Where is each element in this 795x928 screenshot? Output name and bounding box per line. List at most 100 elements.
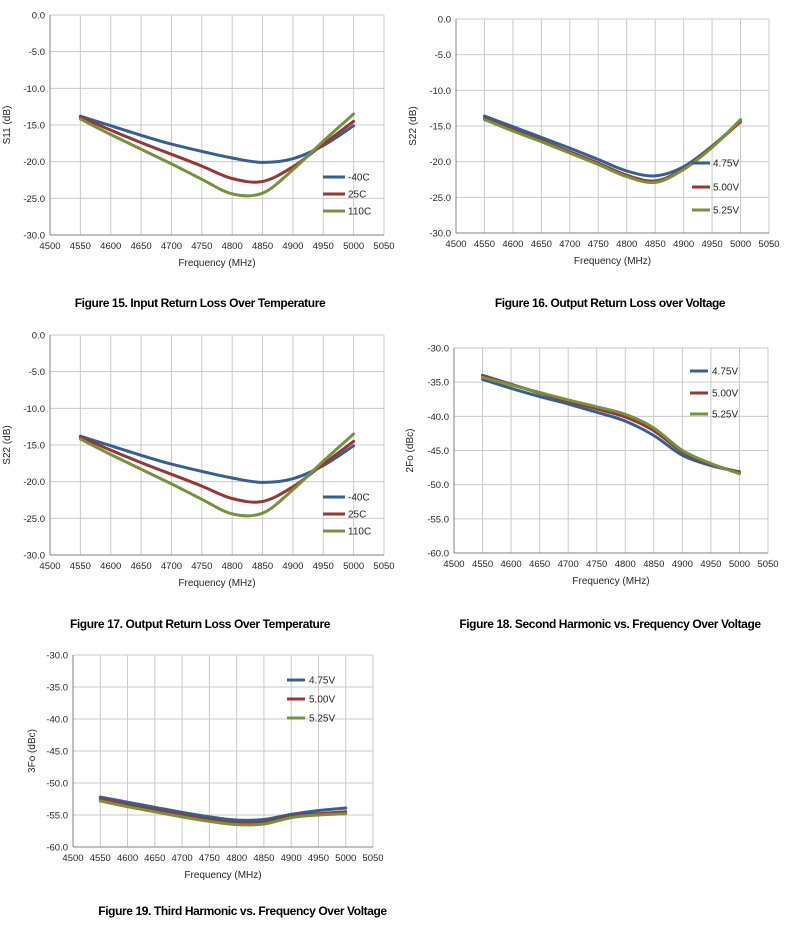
y-tick-label: -45.0 (46, 747, 68, 758)
x-tick-label: 4650 (131, 241, 152, 252)
x-tick-label: 5050 (362, 853, 383, 864)
x-tick-label: 4800 (222, 241, 243, 252)
y-tick-label: -5.0 (435, 50, 451, 61)
legend-item: 4.75V (287, 676, 335, 687)
legend-label: 110C (348, 527, 371, 538)
x-tick-label: 4750 (588, 239, 609, 250)
legend-item: 25C (323, 510, 366, 521)
x-tick-label: 4900 (673, 239, 694, 250)
x-tick-label: 5050 (757, 559, 778, 570)
legend-item: 110C (323, 207, 371, 218)
figure-17-caption: Figure 17. Output Return Loss Over Tempe… (69, 617, 331, 631)
x-tick-label: 4550 (70, 241, 91, 252)
legend-item: 4.75V (690, 367, 738, 378)
y-tick-label: -40.0 (427, 412, 449, 423)
x-tick-label: 4500 (39, 241, 60, 252)
x-tick-label: 4550 (90, 853, 111, 864)
x-tick-label: 4500 (39, 561, 60, 572)
legend-item: 110C (323, 527, 371, 538)
x-tick-label: 4650 (131, 561, 152, 572)
x-tick-label: 4900 (282, 561, 303, 572)
y-tick-label: -15.0 (23, 441, 45, 452)
figure-15-chart: 4500 4550 4600 4650 4700 4750 4800 4850 4900 4950… (2, 11, 395, 270)
x-tick-label: 5050 (373, 241, 394, 252)
figure-19-chart: 4500 4550 4600 4650 4700 4750 4800 4850 4900 4950… (27, 651, 384, 882)
x-tick-label: 4750 (199, 853, 220, 864)
x-tick-label: 5000 (730, 239, 751, 250)
y-tick-label: -60.0 (427, 549, 449, 560)
x-tick-label: 4550 (474, 239, 495, 250)
legend-item: 4.75V (692, 159, 739, 170)
x-tick-label: 4750 (191, 561, 212, 572)
y-tick-label: -30.0 (429, 229, 451, 240)
legend-item: 25C (323, 190, 366, 201)
series-line--40C (78, 114, 356, 164)
x-tick-label: 4700 (161, 241, 182, 252)
y-tick-label: -55.0 (427, 514, 449, 525)
x-tick-label: 4850 (645, 239, 666, 250)
legend-label: 5.00V (712, 389, 738, 400)
y-tick-label: 0.0 (438, 15, 451, 26)
figure-16-chart: 4500 4550 4600 4650 4700 4750 4800 4850 4900 4950… (408, 15, 780, 268)
legend-label: -40C (348, 173, 370, 184)
x-tick-label: 5000 (335, 853, 356, 864)
x-tick-label: 4650 (531, 239, 552, 250)
legend-label: 4.75V (713, 159, 739, 170)
x-tick-label: 4600 (117, 853, 138, 864)
legend-label: 5.00V (309, 695, 335, 706)
x-tick-label: 4700 (172, 853, 193, 864)
x-tick-label: 4800 (615, 559, 636, 570)
y-tick-label: -35.0 (46, 683, 68, 694)
y-tick-label: -5.0 (29, 47, 45, 58)
series-line-110C (78, 432, 356, 518)
figure-18-chart: 4500 4550 4600 4650 4700 4750 4800 4850 4900 4950… (405, 344, 779, 588)
x-tick-label: 4700 (559, 239, 580, 250)
x-axis-title: Frequency (MHz) (178, 258, 255, 269)
y-tick-label: -20.0 (23, 477, 45, 488)
x-axis-title: Frequency (MHz) (184, 870, 261, 881)
x-tick-label: 4550 (472, 559, 493, 570)
x-tick-label: 4950 (702, 239, 723, 250)
x-tick-label: 4850 (643, 559, 664, 570)
legend-item: 5.25V (692, 206, 739, 217)
figure-19: 4500 4550 4600 4650 4700 4750 4800 4850 4900 4950… (0, 645, 395, 890)
y-tick-label: -30.0 (46, 651, 68, 662)
y-tick-label: -10.0 (23, 84, 45, 95)
x-tick-label: 4500 (445, 239, 466, 250)
y-tick-label: -40.0 (46, 715, 68, 726)
x-tick-label: 4800 (226, 853, 247, 864)
x-tick-label: 4550 (70, 561, 91, 572)
y-tick-label: -15.0 (23, 121, 45, 132)
legend-label: 25C (348, 510, 366, 521)
series-line-5.25V (483, 118, 742, 185)
y-tick-label: -15.0 (429, 122, 451, 133)
legend-item: 5.25V (690, 410, 738, 421)
x-tick-label: 4500 (62, 853, 83, 864)
x-tick-label: 4800 (616, 239, 637, 250)
legend: 4.75V 5.00V 5.25V (690, 367, 738, 421)
x-tick-label: 5000 (343, 241, 364, 252)
legend: 4.75V 5.00V 5.25V (287, 676, 335, 725)
x-tick-label: 4900 (672, 559, 693, 570)
x-tick-label: 4600 (100, 561, 121, 572)
x-tick-label: 4650 (144, 853, 165, 864)
legend-label: 25C (348, 190, 366, 201)
y-tick-label: -45.0 (427, 446, 449, 457)
y-axis-title: S22 (dB) (408, 106, 419, 145)
x-tick-label: 5050 (758, 239, 779, 250)
figure-17: 4500 4550 4600 4650 4700 4750 4800 4850 4900 4950… (0, 320, 395, 600)
y-tick-label: -30.0 (23, 231, 45, 242)
figure-18: 4500 4550 4600 4650 4700 4750 4800 4850 4900 4950… (400, 320, 795, 600)
figure-16-caption: Figure 16. Output Return Loss over Volta… (494, 296, 726, 310)
y-axis-title: S11 (dB) (2, 106, 13, 145)
legend-label: 5.25V (309, 714, 335, 725)
legend: 4.75V 5.00V 5.25V (692, 159, 739, 217)
figure-16: 4500 4550 4600 4650 4700 4750 4800 4850 4900 4950… (400, 0, 795, 280)
y-tick-label: -10.0 (23, 404, 45, 415)
y-tick-label: -50.0 (427, 480, 449, 491)
y-tick-label: 0.0 (32, 331, 45, 342)
x-tick-label: 4600 (501, 559, 522, 570)
y-tick-label: -50.0 (46, 779, 68, 790)
gridlines (453, 347, 769, 554)
